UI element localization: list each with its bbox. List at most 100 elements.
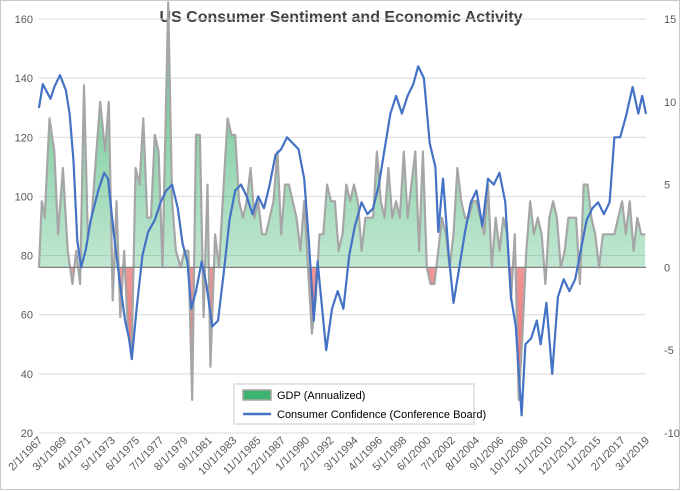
confidence-data-point (65, 89, 67, 91)
gdp-data-point (518, 399, 520, 401)
gdp-data-point (498, 250, 501, 252)
confidence-data-point (59, 74, 61, 76)
confidence-data-point (124, 320, 126, 322)
gdp-data-point (48, 117, 51, 119)
confidence-data-point (481, 225, 483, 227)
confidence-data-point (201, 260, 203, 263)
confidence-data-point (69, 113, 71, 115)
gdp-data-point (280, 233, 282, 235)
confidence-data-point (591, 207, 593, 209)
gdp-data-point (556, 217, 558, 219)
confidence-series-line (37, 65, 648, 417)
confidence-data-point (113, 231, 115, 233)
gdp-data-point (195, 134, 197, 136)
confidence-data-point (641, 95, 643, 97)
gdp-data-point (311, 333, 313, 335)
gdp-data-point (502, 217, 504, 219)
legend-label-confidence: Consumer Confidence (Conference Board) (277, 409, 486, 421)
gdp-data-point (83, 84, 85, 86)
y-right-tick-label: 5 (664, 180, 670, 192)
confidence-data-point (504, 201, 506, 203)
gdp-data-point (391, 217, 393, 219)
confidence-data-point (190, 308, 192, 310)
confidence-data-point (475, 189, 478, 192)
gdp-data-point (119, 316, 121, 318)
confidence-data-point (625, 115, 627, 118)
gdp-data-point (38, 266, 40, 268)
gdp-data-point (364, 217, 367, 219)
gdp-data-point (629, 200, 631, 202)
gdp-data-point (644, 233, 646, 235)
confidence-data-point (536, 320, 538, 322)
confidence-data-point (313, 320, 315, 322)
confidence-data-point (645, 113, 647, 115)
gdp-data-point (422, 150, 424, 153)
confidence-data-point (263, 207, 265, 209)
gdp-data-point (218, 266, 220, 268)
y-left-tick-label: 100 (15, 191, 33, 203)
gdp-data-point (640, 233, 642, 235)
confidence-data-point (619, 136, 621, 138)
confidence-data-point (240, 184, 242, 186)
gdp-data-point (284, 184, 286, 186)
gdp-data-point (383, 217, 386, 219)
gdp-data-point (326, 184, 328, 186)
confidence-data-point (448, 254, 450, 257)
confidence-data-point (251, 213, 254, 215)
confidence-data-point (637, 113, 639, 115)
gdp-data-point (636, 217, 638, 219)
gdp-data-point (548, 217, 550, 219)
chart-title: US Consumer Sentiment and Economic Activ… (159, 9, 523, 26)
confidence-data-point (217, 320, 219, 322)
gdp-data-point (571, 217, 573, 219)
confidence-data-point (613, 136, 615, 138)
gdp-data-point (418, 250, 420, 252)
confidence-data-point (53, 86, 55, 88)
confidence-data-point (437, 231, 439, 233)
gdp-data-point (525, 250, 527, 252)
confidence-data-point (597, 201, 599, 203)
gdp-data-point (594, 233, 596, 235)
gdp-data-point (230, 134, 233, 136)
gdp-data-point (175, 250, 177, 252)
gdp-data-point (491, 266, 493, 268)
gdp-data-point (529, 200, 531, 202)
gdp-data-point (150, 217, 152, 219)
confidence-data-point (118, 278, 121, 280)
gdp-data-point (292, 200, 294, 202)
confidence-data-point (205, 284, 208, 286)
confidence-data-point (389, 113, 391, 115)
confidence-data-point (510, 296, 512, 298)
gdp-data-point (537, 217, 539, 219)
gdp-data-point (71, 283, 74, 285)
confidence-data-point (165, 189, 167, 192)
gdp-data-point (138, 184, 141, 186)
gdp-data-point (460, 200, 462, 202)
gdp-data-point (368, 217, 370, 219)
confidence-data-point (366, 213, 368, 215)
gdp-data-point (334, 200, 336, 202)
confidence-data-point (269, 184, 271, 186)
gdp-data-point (552, 200, 554, 202)
confidence-data-point (487, 178, 489, 180)
confidence-data-point (274, 154, 277, 156)
confidence-data-point (417, 65, 419, 67)
confidence-data-point (530, 337, 532, 339)
gdp-data-point (357, 200, 359, 202)
gdp-data-point (79, 283, 81, 285)
confidence-data-point (223, 272, 225, 274)
confidence-data-point (76, 240, 78, 242)
confidence-data-point (348, 254, 350, 257)
gdp-data-point (146, 217, 148, 219)
gdp-data-point (209, 366, 211, 368)
gdp-data-point (295, 217, 298, 219)
y-right-tick-label: -10 (664, 428, 680, 440)
gdp-data-point (167, 1, 169, 4)
confidence-data-point (337, 290, 339, 292)
gdp-data-point (206, 184, 209, 186)
y-left-tick-label: 160 (15, 14, 33, 26)
gdp-data-point (330, 200, 332, 202)
legend-swatch-gdp (242, 389, 272, 401)
gdp-data-point (372, 217, 374, 219)
gdp-data-point (399, 217, 401, 219)
